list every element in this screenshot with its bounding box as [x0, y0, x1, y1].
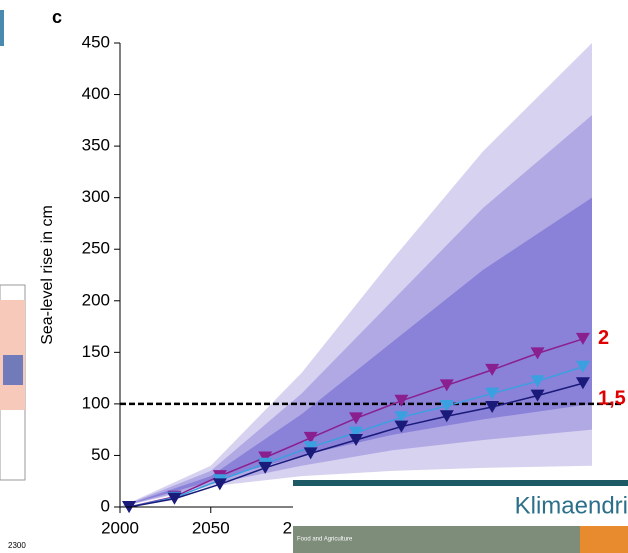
marker — [394, 420, 409, 433]
chart: 21,5050100150200250300350400450200020502… — [39, 32, 626, 537]
marker — [439, 399, 454, 412]
marker — [303, 431, 318, 444]
marker — [212, 478, 227, 491]
overlay-slide: Klimaendri Food and Agriculture — [293, 480, 628, 553]
y-tick-label: 150 — [82, 342, 110, 361]
slide-title: Klimaendri — [515, 492, 628, 519]
marker — [575, 332, 590, 345]
slide-caption: Food and Agriculture — [297, 537, 353, 543]
y-tick-label: 300 — [82, 187, 110, 206]
y-tick-label: 200 — [82, 290, 110, 309]
y-axis-title: Sea-level rise in cm — [39, 205, 56, 345]
slide-bar — [293, 480, 628, 486]
y-tick-label: 450 — [82, 32, 110, 51]
y-tick-label: 0 — [101, 496, 110, 515]
y-tick-label: 100 — [82, 393, 110, 412]
marker — [394, 394, 409, 407]
left-dots — [3, 355, 23, 385]
marker — [349, 433, 363, 446]
series-label: 1,5 — [598, 388, 626, 410]
marker — [303, 441, 318, 454]
left-panel: 2300 — [0, 10, 26, 550]
slide-orange — [580, 526, 628, 553]
uncertainty-band — [120, 197, 592, 507]
left-tick: 2300 — [8, 541, 26, 550]
marker — [530, 389, 545, 402]
marker — [575, 360, 590, 373]
marker — [439, 379, 454, 392]
x-tick-label: 2050 — [192, 518, 230, 537]
slide-image — [293, 526, 628, 553]
marker — [439, 410, 454, 423]
y-tick-label: 250 — [82, 239, 110, 258]
marker — [349, 412, 363, 425]
marker — [485, 387, 500, 400]
marker — [485, 400, 500, 413]
y-tick-label: 350 — [82, 136, 110, 155]
marker — [485, 363, 500, 376]
marker — [167, 492, 182, 505]
marker — [258, 461, 273, 474]
marker — [530, 375, 545, 388]
marker — [575, 377, 590, 390]
marker — [303, 447, 318, 460]
y-tick-label: 400 — [82, 84, 110, 103]
edge-bar — [0, 10, 4, 46]
marker — [258, 451, 273, 464]
x-tick-label: 2000 — [101, 518, 139, 537]
marker — [349, 426, 363, 439]
marker — [530, 347, 545, 360]
y-tick-label: 50 — [91, 445, 110, 464]
panel-label: c — [52, 7, 62, 27]
series-label: 2 — [598, 327, 609, 349]
marker — [394, 411, 409, 424]
